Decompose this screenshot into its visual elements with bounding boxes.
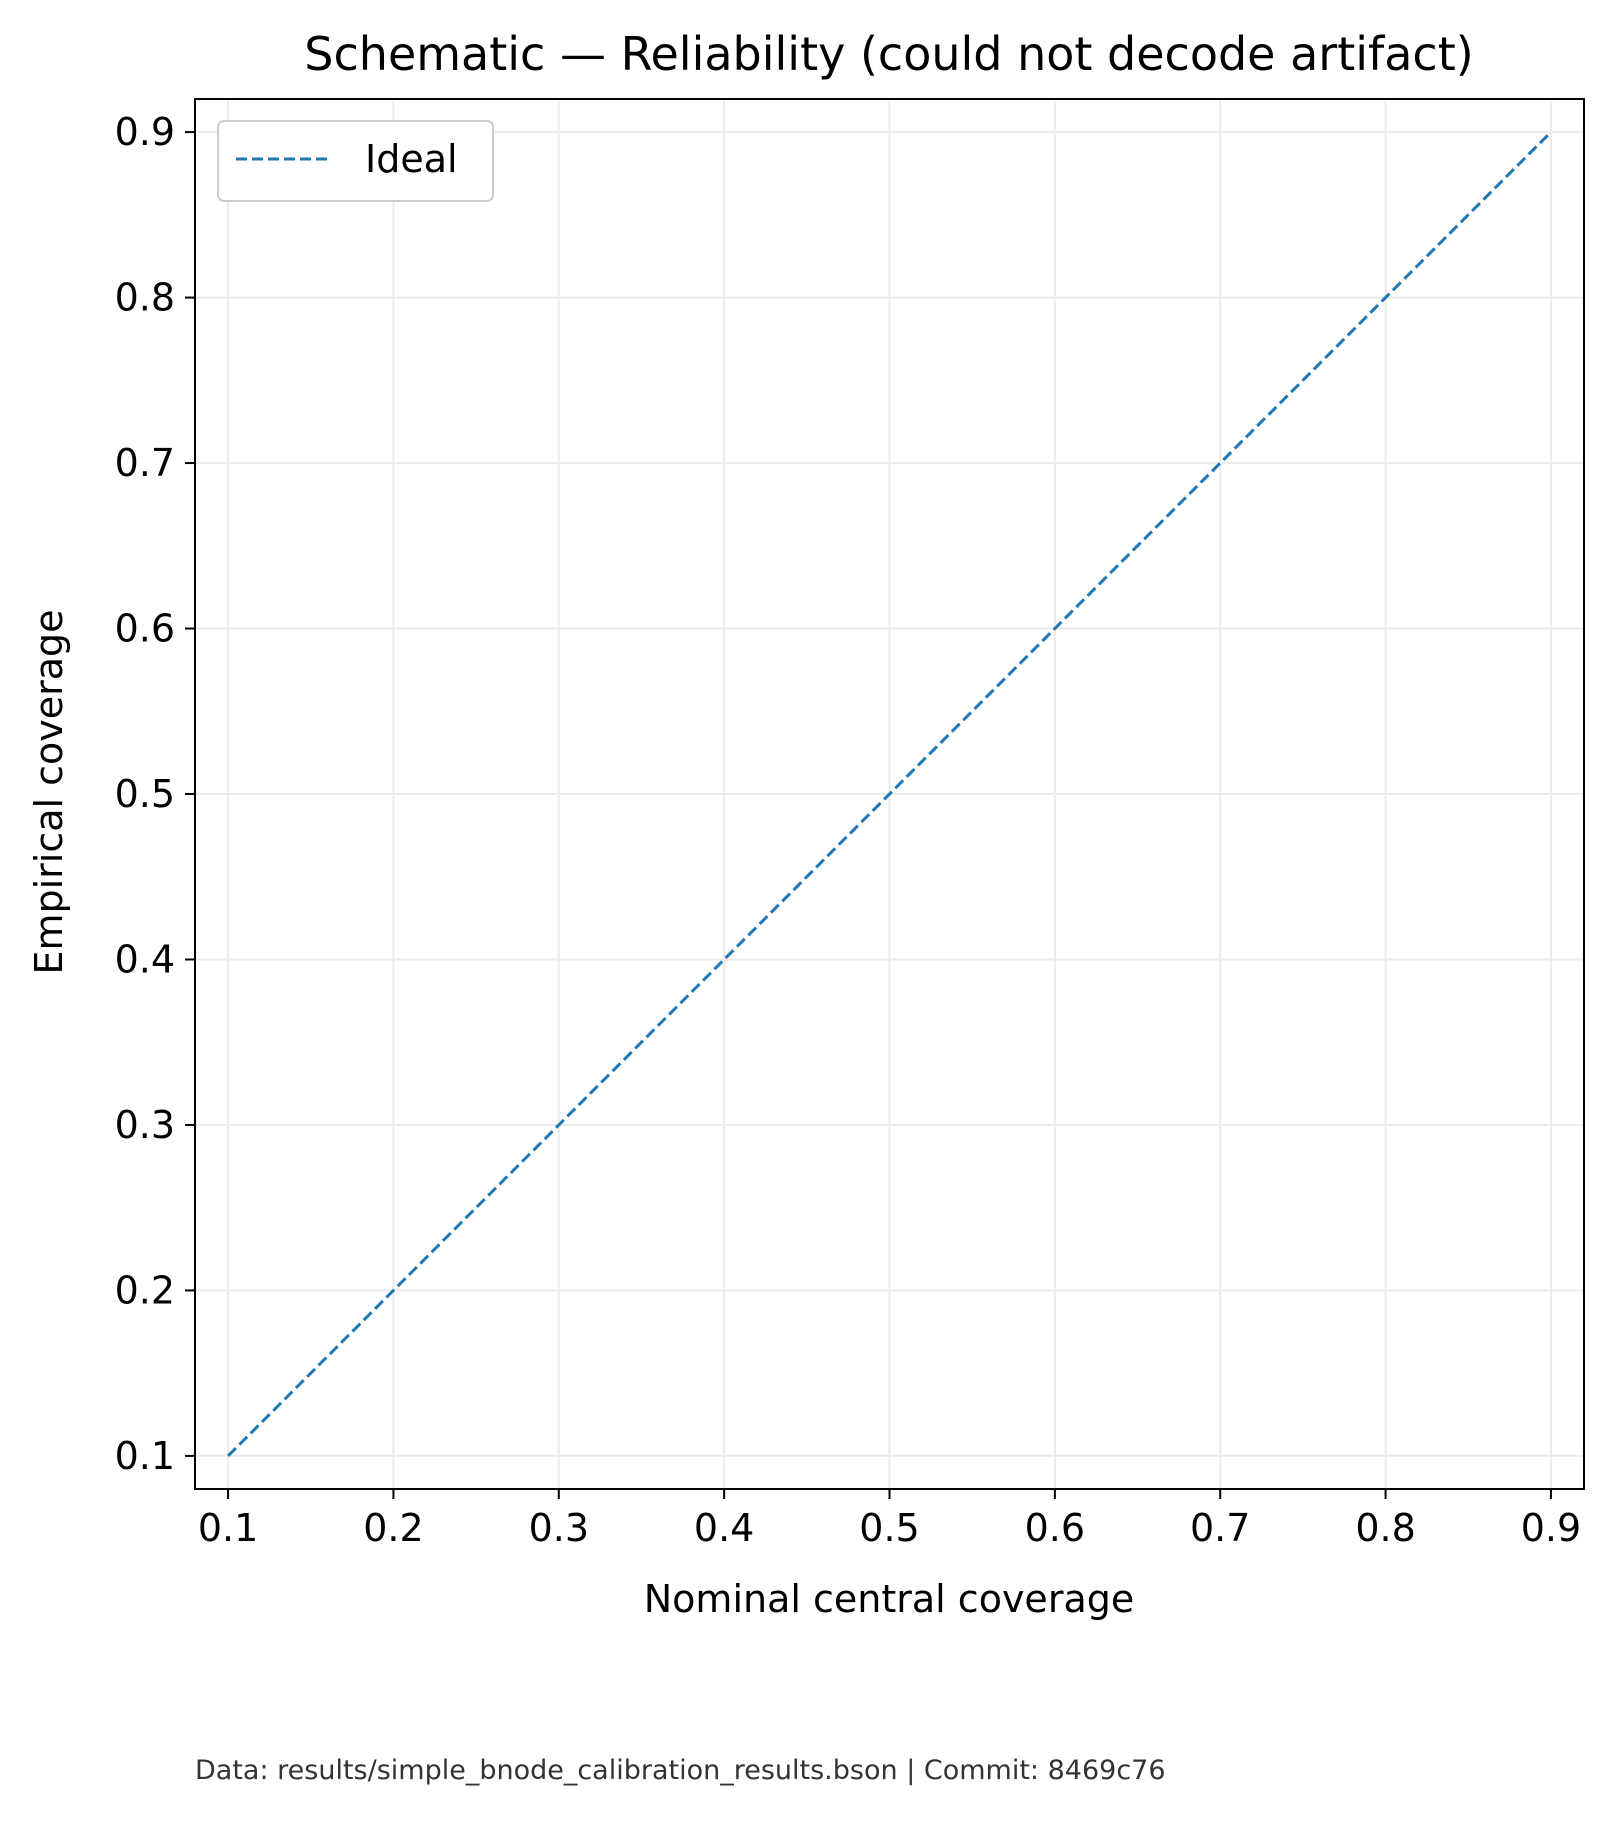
y-tick-label: 0.6 — [115, 607, 175, 651]
x-tick-label: 0.7 — [1190, 1506, 1250, 1550]
footer-caption: Data: results/simple_bnode_calibration_r… — [195, 1755, 1166, 1786]
x-tick-label: 0.4 — [694, 1506, 754, 1550]
x-axis-ticks: 0.1 0.2 0.3 0.4 0.5 0.6 0.7 0.8 0.9 — [198, 1489, 1581, 1550]
x-tick-label: 0.9 — [1521, 1506, 1581, 1550]
legend-label-ideal: Ideal — [365, 137, 458, 181]
x-tick-label: 0.2 — [363, 1506, 423, 1550]
x-tick-label: 0.8 — [1355, 1506, 1415, 1550]
legend-box — [217, 120, 494, 202]
legend: Ideal — [217, 120, 494, 202]
y-tick-label: 0.3 — [115, 1103, 175, 1147]
x-axis-label: Nominal central coverage — [644, 1577, 1134, 1621]
x-tick-label: 0.3 — [529, 1506, 589, 1550]
series-layer — [227, 131, 1552, 1457]
y-tick-label: 0.5 — [115, 772, 175, 816]
y-tick-label: 0.4 — [115, 937, 175, 981]
y-axis-ticks: 0.1 0.2 0.3 0.4 0.5 0.6 0.7 0.8 0.9 — [115, 110, 195, 1478]
x-tick-label: 0.5 — [859, 1506, 919, 1550]
x-tick-label: 0.1 — [198, 1506, 258, 1550]
chart-title: Schematic — Reliability (could not decod… — [304, 27, 1473, 81]
y-tick-label: 0.9 — [115, 110, 175, 154]
y-tick-label: 0.7 — [115, 441, 175, 485]
y-tick-label: 0.1 — [115, 1434, 175, 1478]
y-axis-label: Empirical coverage — [27, 609, 71, 974]
series-line-ideal — [227, 131, 1552, 1457]
y-tick-label: 0.8 — [115, 276, 175, 320]
y-tick-label: 0.2 — [115, 1268, 175, 1312]
x-tick-label: 0.6 — [1025, 1506, 1085, 1550]
